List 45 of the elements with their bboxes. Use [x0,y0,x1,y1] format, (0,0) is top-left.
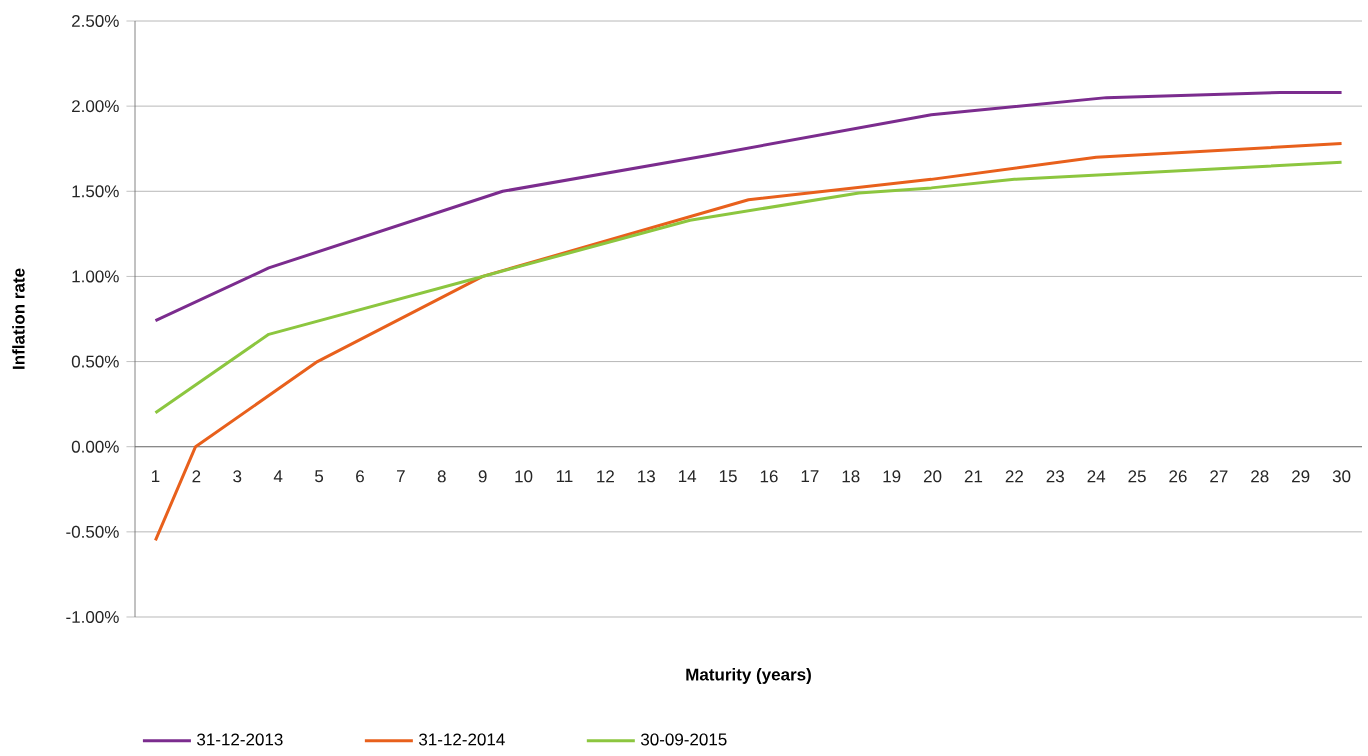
x-tick-label: 18 [842,470,860,483]
y-axis-title: Inflation rate [12,268,25,369]
x-tick-label: 11 [556,470,573,483]
x-tick-label: 28 [1251,470,1269,483]
x-tick-label: 8 [437,470,446,483]
x-tick-label: 25 [1128,470,1146,483]
x-tick-label: 20 [923,470,942,483]
x-tick-label: 26 [1169,470,1187,483]
y-tick-label: 1.50% [72,185,119,198]
x-tick-label: 5 [315,470,324,483]
legend-label: 30-09-2015 [640,733,727,746]
x-tick-label: 17 [801,470,819,483]
x-tick-label: 19 [883,470,901,483]
line-series [153,160,1344,415]
x-tick-label: 22 [1005,470,1023,483]
x-tick-label: 4 [273,470,283,483]
x-tick-label: 3 [233,470,242,483]
x-tick-label: 2 [192,470,201,483]
x-tick-label: 10 [515,470,533,483]
y-tick-label: 0.00% [71,440,119,453]
y-tick-label: 2.00% [72,100,119,113]
x-tick-label: 1 [152,470,160,483]
y-tick-label: -0.50% [66,525,119,538]
x-tick-label: 21 [964,470,983,483]
x-tick-label: 24 [1087,470,1106,483]
x-tick-label: 7 [397,470,405,483]
x-axis-title: Maturity (years) [686,668,811,684]
y-tick-label: -1.00% [66,610,119,624]
x-tick-label: 15 [719,470,737,483]
x-tick-label: 13 [638,470,655,483]
legend-label: 31-12-2013 [197,733,283,746]
line-series [153,91,1344,323]
x-tick-label: 27 [1210,470,1228,483]
x-tick-label: 16 [760,470,778,483]
x-tick-label: 23 [1046,470,1064,483]
y-tick-label: 2.50% [72,14,119,28]
x-tick-label: 14 [678,470,697,483]
x-tick-label: 9 [478,470,487,483]
x-tick-label: 30 [1332,470,1351,483]
x-tick-label: 29 [1292,470,1310,483]
y-tick-label: 1.00% [72,270,119,283]
x-tick-label: 12 [597,470,614,483]
legend-label: 31-12-2014 [419,733,505,746]
x-tick-label: 6 [356,470,364,483]
y-tick-label: 0.50% [71,355,119,368]
